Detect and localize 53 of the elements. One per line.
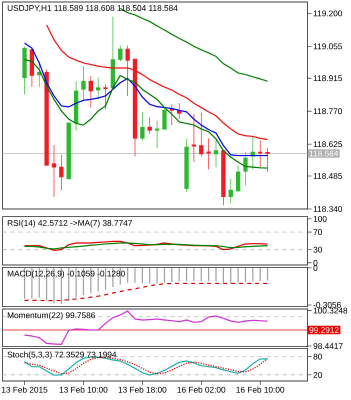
y-tick-label: 30 [314, 246, 322, 253]
candlestick [104, 84, 108, 110]
candlestick [118, 45, 123, 62]
y-tick-label: 118.770 [314, 108, 342, 114]
x-tick-label: 16 Feb 10:00 [236, 386, 284, 393]
candlestick [162, 107, 167, 130]
candlestick [199, 112, 204, 157]
candlestick [221, 150, 226, 206]
y-tick-label: 118.625 [314, 141, 342, 148]
chart-title: Momentum(22) 99.7586 [8, 312, 96, 320]
chart-title: MACD(12,26,9) -0.1059 -0.1280 [8, 270, 126, 278]
candlestick [126, 45, 130, 96]
y-tick-label: 100.3248 [314, 308, 348, 314]
y-tick-label: 118.485 [314, 173, 342, 179]
y-tick-label: 70 [314, 229, 322, 235]
candlestick [244, 152, 248, 186]
x-tick-label: 13 Feb 18:00 [118, 386, 167, 393]
candlestick [266, 148, 270, 172]
line-series [24, 58, 268, 169]
y-tick-label: 98.4417 [314, 343, 343, 349]
candlestick [214, 138, 218, 168]
y-tick-label: 118.915 [314, 75, 342, 82]
x-tick-label: 13 Feb 2015 [2, 386, 48, 393]
candlestick [110, 16, 116, 90]
y-tick-label: 119.055 [314, 43, 342, 50]
candlestick [52, 144, 56, 198]
chart-title: USDJPY,H1 118.589 118.608 118.504 118.584 [8, 5, 178, 12]
candlestick [59, 154, 64, 190]
candlestick [236, 164, 240, 192]
candlestick [66, 122, 72, 180]
y-tick-label: 80 [314, 354, 322, 360]
y-tick-label: 0 [314, 264, 318, 271]
chart-title: Stoch(5,3,3) 72.3529 73.1994 [8, 351, 116, 360]
y-tick-label: 118.340 [314, 206, 342, 212]
y-tick-label: -0.3056 [314, 302, 342, 308]
candlestick [228, 178, 234, 204]
y-tick-label: 100 [314, 216, 327, 222]
candlestick [74, 80, 78, 132]
candlestick [22, 46, 27, 95]
chart-title: RSI(14) 42.5712 ->MA(7) 38.7747 [8, 220, 132, 228]
x-tick-label: 16 Feb 02:00 [178, 386, 226, 393]
y-tick-label: 119.200 [314, 10, 342, 16]
ref-line-label: 118.584 [310, 150, 338, 156]
y-tick-label: 20 [314, 372, 322, 378]
candlestick [140, 112, 145, 141]
candlestick [184, 138, 189, 192]
x-tick-label: 13 Feb 10:00 [60, 386, 108, 393]
candlestick [88, 76, 94, 108]
y-tick-label: 0 [314, 260, 318, 266]
ref-line-label: 99.2912 [310, 327, 339, 333]
candlestick [81, 66, 86, 100]
candlestick [44, 69, 50, 166]
candlestick [30, 48, 34, 88]
